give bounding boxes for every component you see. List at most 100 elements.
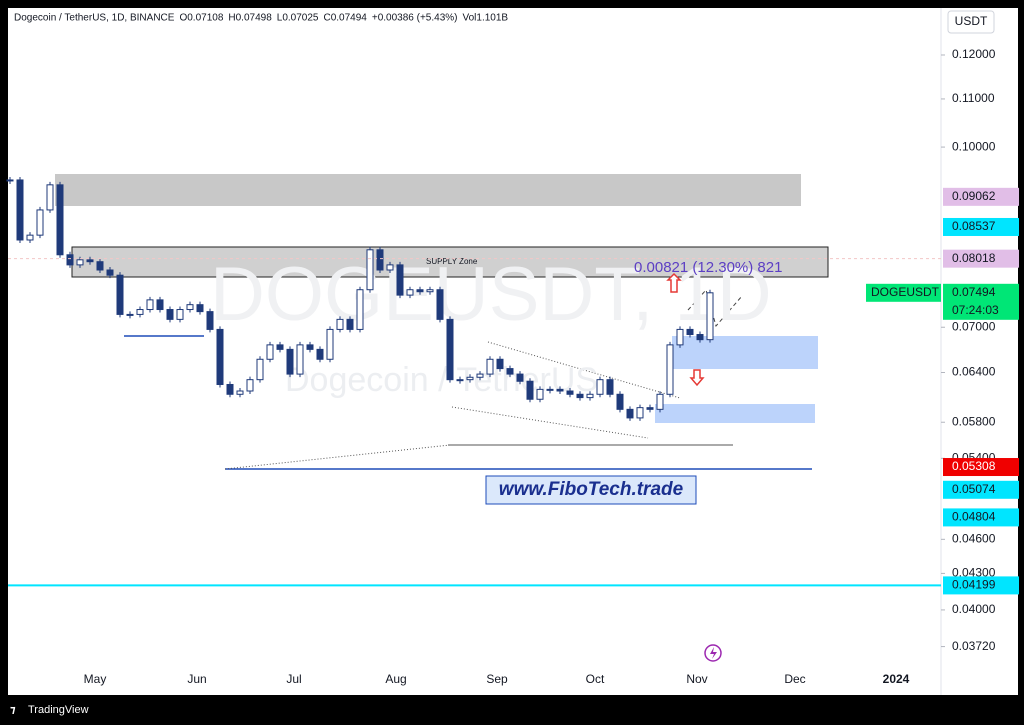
candle [706,292,714,341]
supply-zone [71,246,829,278]
x-tick-label: May [84,672,107,686]
header-item: +0.00386 (+5.43%) [372,13,458,24]
candle [526,380,534,400]
candle [616,393,624,410]
candle [466,376,474,381]
x-tick-label: Dec [784,672,805,686]
price-label-box [943,458,1019,477]
candle [126,313,134,316]
candle [96,261,104,271]
price-label: 0.05074 [952,482,996,496]
y-tick-label: 0.05800 [952,414,996,428]
candle [606,379,614,395]
candle [436,289,444,320]
candle [406,289,414,296]
website-box [485,475,697,505]
watermark: Dogecoin / TetherUS [285,361,598,399]
candle [66,254,74,266]
candle [206,311,214,330]
website: www.FiboTech.trade [499,479,684,500]
x-tick-label: Sep [486,672,508,686]
candle [626,408,634,419]
candle [196,304,204,313]
candle [306,344,314,350]
demand-zone [655,404,815,423]
price-label: 0.09062 [952,189,996,203]
candle [156,299,164,311]
zone [55,174,801,206]
candle [16,179,24,241]
header-item: C0.07494 [323,13,367,24]
price-label-box [943,508,1019,527]
candle [636,407,644,419]
candle [146,299,154,311]
candle [266,344,274,360]
x-tick-label: Nov [686,672,707,686]
arrow-icon [666,272,682,293]
chart-background [8,8,1018,695]
candle [36,209,44,236]
y-tick-label: 0.04300 [952,566,996,580]
last-price: 0.07494 [952,285,996,299]
candle [586,393,594,399]
candle [286,348,294,375]
candle [346,318,354,330]
candle [226,383,234,395]
candle [56,184,64,256]
header-item: Dogecoin / TetherUS, 1D, BINANCE [14,13,175,24]
candle [116,274,124,315]
x-tick-label: Oct [586,672,605,686]
footer-logo: ⁊ [10,704,16,716]
candle [6,179,14,182]
candle [686,328,694,336]
candle [366,249,374,291]
candle [216,328,224,385]
price-label-box [943,217,1019,236]
candle [136,309,144,315]
candle [556,388,564,392]
price-label-box [943,576,1019,595]
candle [26,234,34,241]
trend-line [451,406,649,439]
price-label-box [943,480,1019,499]
x-tick-label: Jul [286,672,301,686]
y-tick-label: 0.10000 [952,139,996,153]
candle [356,289,364,330]
candle [456,379,464,382]
y-tick-label: 0.11000 [952,91,995,105]
x-tick-label: 2024 [883,672,910,686]
header-item: L0.07025 [277,13,319,24]
candle [426,289,434,293]
price-label: 0.08018 [952,251,996,265]
currency-box [947,10,995,34]
supply-label: SUPPLY Zone [426,257,478,266]
symbol-label: DOGEUSDT [871,285,940,299]
event-icon [704,644,722,662]
price-label: 0.04804 [952,510,996,524]
candle [106,269,114,276]
candle [676,328,684,346]
price-label-box [943,249,1019,268]
countdown: 07:24:03 [952,303,999,317]
x-tick-label: Aug [385,672,406,686]
candle [296,344,304,375]
event-icon [710,647,717,659]
price-label: 0.04199 [952,578,996,592]
currency: USDT [955,14,988,28]
measure-label: 0.00821 (12.30%) 821 [634,259,782,276]
candle [416,289,424,293]
last-price-box [943,283,1019,320]
candle [536,388,544,400]
candle [486,358,494,375]
candle [76,259,84,266]
candle [46,184,54,211]
candle [236,390,244,395]
price-label: 0.08537 [952,219,996,233]
candle [186,304,194,311]
candle [576,393,584,399]
y-tick-label: 0.04600 [952,532,996,546]
price-label-box [943,187,1019,206]
candle [446,318,454,381]
candle [176,309,184,320]
candle [386,264,394,271]
